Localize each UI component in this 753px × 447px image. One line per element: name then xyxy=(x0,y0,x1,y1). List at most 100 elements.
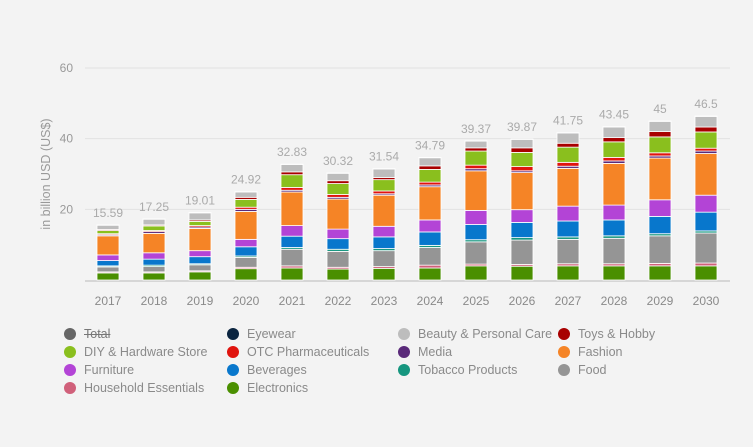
bar-segment-diy-hardware-store xyxy=(142,225,166,231)
bar-segment-diy-hardware-store xyxy=(556,146,580,163)
legend-label: Fashion xyxy=(578,345,623,359)
legend-item-media[interactable]: Media xyxy=(398,345,452,359)
bar-segment-otc-pharmaceuticals xyxy=(510,166,534,172)
bar-segment-beverages xyxy=(418,231,442,246)
bar-segment-furniture xyxy=(418,219,442,233)
bar-segment-toys-hobby xyxy=(648,131,672,138)
bar-segment-diy-hardware-store xyxy=(648,136,672,154)
bar-segment-electronics xyxy=(694,265,718,281)
bar-segment-fashion xyxy=(234,211,258,240)
total-label: 15.59 xyxy=(93,206,123,220)
bar-segment-beauty-personal-care xyxy=(188,212,212,221)
bar-segment-diy-hardware-store xyxy=(372,179,396,192)
bar-segment-diy-hardware-store xyxy=(602,141,626,158)
legend-label: OTC Pharmaceuticals xyxy=(247,345,370,359)
legend-dot-icon xyxy=(398,328,410,340)
bar-segment-toys-hobby xyxy=(464,147,488,152)
bar-segment-food xyxy=(510,239,534,265)
total-label: 39.37 xyxy=(461,122,491,136)
legend-item-household-essentials[interactable]: Household Essentials xyxy=(64,381,204,395)
total-label: 17.25 xyxy=(139,200,169,214)
bar-segment-beverages xyxy=(96,260,120,267)
total-label: 31.54 xyxy=(369,150,399,164)
bar-segment-beauty-personal-care xyxy=(648,120,672,132)
legend-dot-icon xyxy=(64,382,76,394)
bar-segment-beauty-personal-care xyxy=(280,164,304,173)
legend-dot-icon xyxy=(227,364,239,376)
bar-segment-toys-hobby xyxy=(694,126,718,133)
legend-label: Toys & Hobby xyxy=(578,327,656,341)
legend-item-beauty-personal-care[interactable]: Beauty & Personal Care xyxy=(398,327,552,341)
x-tick-label: 2021 xyxy=(279,294,306,308)
bar-segment-beauty-personal-care xyxy=(602,126,626,139)
bar-segment-electronics xyxy=(96,272,120,281)
bar-segment-beauty-personal-care xyxy=(464,140,488,149)
bar-segment-electronics xyxy=(556,265,580,281)
bar-segment-otc-pharmaceuticals xyxy=(280,187,304,191)
bar-segment-beauty-personal-care xyxy=(96,224,120,230)
legend-item-toys-hobby[interactable]: Toys & Hobby xyxy=(558,327,655,341)
bar-segment-furniture xyxy=(464,209,488,225)
legend-item-tobacco-products[interactable]: Tobacco Products xyxy=(398,363,517,377)
bar-segment-furniture xyxy=(372,225,396,238)
bar-segment-otc-pharmaceuticals xyxy=(648,152,672,157)
bar-segment-furniture xyxy=(694,194,718,213)
legend-item-food[interactable]: Food xyxy=(558,363,607,377)
bar-segment-fashion xyxy=(648,157,672,201)
y-axis-label: in billion USD (US$) xyxy=(39,118,53,229)
bar-segment-toys-hobby xyxy=(510,147,534,153)
legend-label: DIY & Hardware Store xyxy=(84,345,208,359)
bar-segment-fashion xyxy=(602,162,626,206)
x-tick-label: 2025 xyxy=(463,294,490,308)
bar-segment-furniture xyxy=(648,199,672,217)
legend-label: Total xyxy=(84,327,111,341)
legend-dot-icon xyxy=(558,328,570,340)
legend-item-electronics[interactable]: Electronics xyxy=(227,381,308,395)
total-label: 45 xyxy=(653,102,667,116)
legend-item-diy-hardware-store[interactable]: DIY & Hardware Store xyxy=(64,345,207,359)
bar-segment-otc-pharmaceuticals xyxy=(418,181,442,186)
bar-segment-fashion xyxy=(556,167,580,207)
bar-segment-electronics xyxy=(602,265,626,281)
bar-segment-diy-hardware-store xyxy=(510,152,534,167)
x-tick-label: 2028 xyxy=(601,294,628,308)
legend-label: Household Essentials xyxy=(84,381,205,395)
bar-segment-beverages xyxy=(234,246,258,257)
bar-segment-electronics xyxy=(326,268,350,281)
bar-segment-diy-hardware-store xyxy=(694,131,718,149)
bar-segment-furniture xyxy=(188,250,212,258)
bar-segment-toys-hobby xyxy=(602,137,626,143)
x-tick-label: 2027 xyxy=(555,294,582,308)
total-label: 32.83 xyxy=(277,145,307,159)
bar-segment-fashion xyxy=(96,235,120,256)
legend-dot-icon xyxy=(558,364,570,376)
legend-dot-icon xyxy=(64,364,76,376)
legend-item-fashion[interactable]: Fashion xyxy=(558,345,622,359)
legend-item-total[interactable]: Total xyxy=(64,327,110,341)
y-tick-label: 20 xyxy=(60,202,74,216)
bar-segment-electronics xyxy=(648,265,672,281)
bar-segment-furniture xyxy=(510,209,534,223)
bar-segment-electronics xyxy=(234,268,258,281)
bar-segment-electronics xyxy=(142,272,166,281)
legend-item-furniture[interactable]: Furniture xyxy=(64,363,134,377)
x-tick-label: 2022 xyxy=(325,294,352,308)
bar-segment-diy-hardware-store xyxy=(464,150,488,166)
bar-segment-otc-pharmaceuticals xyxy=(464,164,488,170)
bar-segment-beverages xyxy=(556,220,580,238)
bar-segment-beverages xyxy=(464,224,488,241)
legend-item-eyewear[interactable]: Eyewear xyxy=(227,327,296,341)
bar-segment-food xyxy=(96,266,120,273)
bar-segment-food xyxy=(188,264,212,272)
bar-segment-beauty-personal-care xyxy=(142,218,166,226)
legend-item-otc-pharmaceuticals[interactable]: OTC Pharmaceuticals xyxy=(227,345,369,359)
legend-dot-icon xyxy=(64,328,76,340)
x-tick-label: 2019 xyxy=(187,294,214,308)
bar-segment-food xyxy=(694,232,718,264)
bar-segment-otc-pharmaceuticals xyxy=(602,156,626,162)
total-label: 34.79 xyxy=(415,138,445,152)
x-tick-label: 2030 xyxy=(693,294,720,308)
bar-segment-beauty-personal-care xyxy=(556,132,580,144)
legend-item-beverages[interactable]: Beverages xyxy=(227,363,307,377)
bar-segment-toys-hobby xyxy=(418,165,442,170)
